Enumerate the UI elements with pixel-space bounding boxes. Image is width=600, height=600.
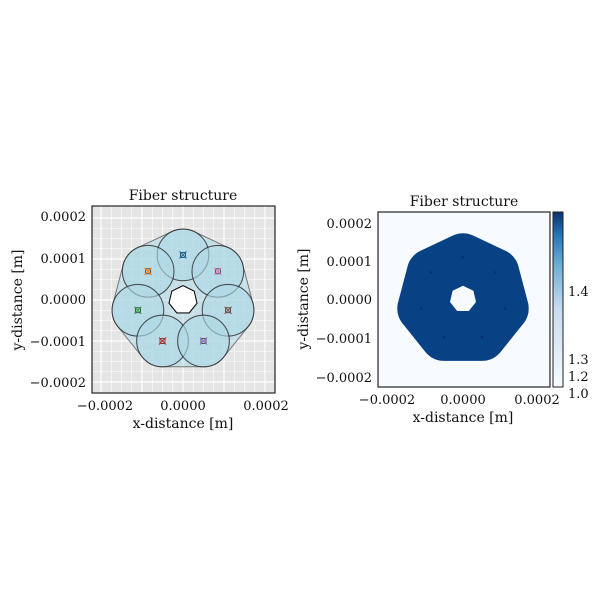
colorbar-tick: 1.3 <box>568 353 589 368</box>
right-xtick: 0.0000 <box>440 393 486 408</box>
right-index-map <box>397 233 529 361</box>
core-marker-cross <box>158 337 167 345</box>
right-xlabel: x-distance [m] <box>413 410 514 426</box>
left-ytick: 0.0000 <box>41 293 87 308</box>
left-ytick: −0.0002 <box>30 376 86 391</box>
core-marker-cross <box>224 306 233 315</box>
colorbar-tick: 1.4 <box>568 285 589 300</box>
left-xtick: 0.0002 <box>243 399 289 414</box>
right-axes-frame <box>377 211 551 388</box>
core-marker-cross <box>133 306 142 315</box>
right-ytick: −0.0002 <box>316 371 372 386</box>
left-title: Fiber structure <box>129 188 238 204</box>
left-ytick: 0.0002 <box>41 210 87 225</box>
core-marker <box>225 307 232 314</box>
core-dot <box>419 307 423 310</box>
right-ytick: −0.0001 <box>316 332 372 347</box>
core-dot <box>461 255 465 259</box>
left-ytick: 0.0001 <box>41 252 87 267</box>
left-ylabel: y-distance [m] <box>10 249 26 351</box>
left-xtick: −0.0002 <box>77 399 133 414</box>
core-marker <box>214 268 221 275</box>
core-marker-cross <box>144 267 153 276</box>
left-xtick: 0.0000 <box>160 399 206 414</box>
left-ytick: −0.0001 <box>30 335 86 350</box>
core-dot <box>503 307 507 310</box>
colorbar-tick: 1.0 <box>568 387 589 402</box>
cladding-region <box>397 233 529 361</box>
core-marker <box>145 268 152 275</box>
left-xlabel: x-distance [m] <box>133 416 234 432</box>
core-marker <box>180 251 186 258</box>
right-ytick: 0.0000 <box>327 293 373 308</box>
core-marker-cross <box>213 267 222 276</box>
core-marker-cross <box>199 337 208 345</box>
core-dot <box>442 335 446 339</box>
right-xtick: 0.0002 <box>514 393 560 408</box>
colorbar <box>552 211 564 388</box>
right-plot: Fiber structure 1.4 1.3 1.2 1.0 −0.0002 … <box>296 194 589 426</box>
right-title: Fiber structure <box>410 194 519 210</box>
left-axes-frame <box>91 205 276 394</box>
central-hole <box>168 284 198 314</box>
right-xtick: −0.0002 <box>359 393 415 408</box>
core-marker <box>159 338 166 344</box>
core-marker <box>134 307 141 314</box>
core-dot <box>494 271 497 274</box>
core-dot <box>429 271 433 274</box>
right-ytick: 0.0002 <box>327 217 373 232</box>
left-plot: Fiber structure −0.0002 0.0000 0.0002 0.… <box>10 188 289 432</box>
core-marker <box>200 338 207 344</box>
core-marker-cross <box>179 250 187 259</box>
right-ylabel: y-distance [m] <box>296 248 312 350</box>
right-ytick: 0.0001 <box>327 255 373 270</box>
core-dot <box>480 335 484 339</box>
left-fibers <box>111 228 255 368</box>
colorbar-tick: 1.2 <box>568 370 589 385</box>
